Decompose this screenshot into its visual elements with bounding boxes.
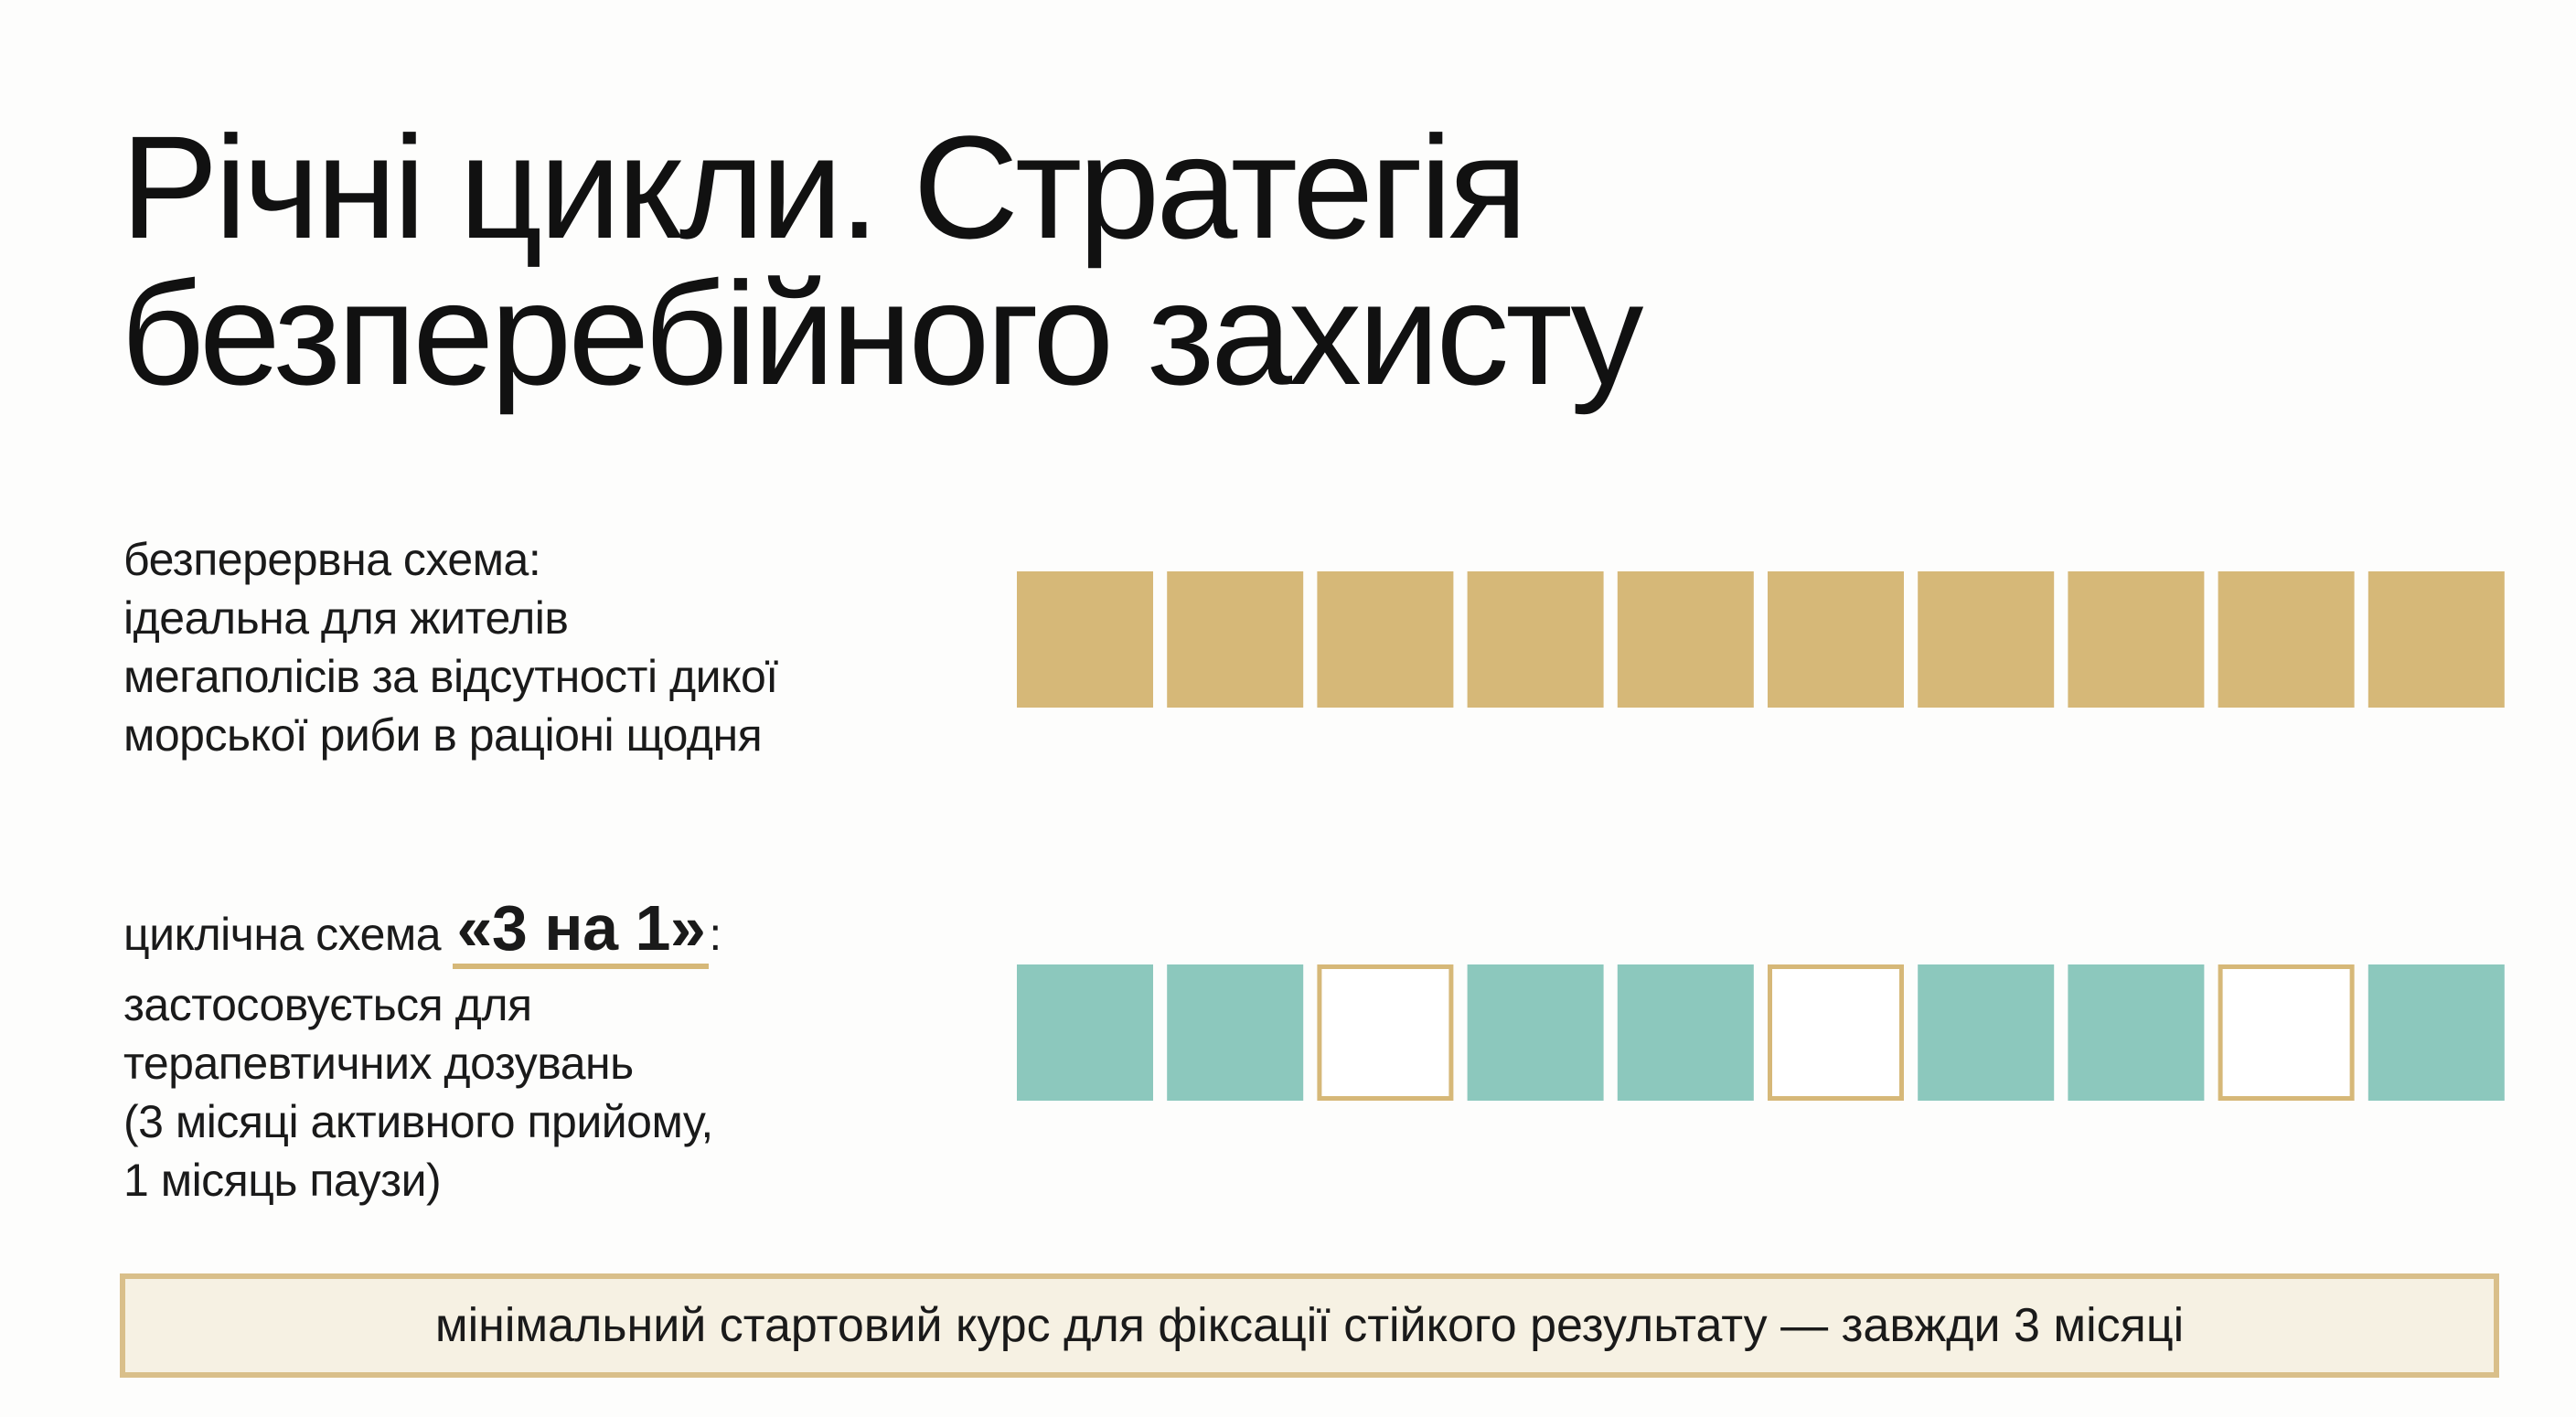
month-cell xyxy=(1017,964,1153,1101)
month-cell xyxy=(1167,571,1304,708)
scheme-label: безперервна схема: ідеальна для жителів … xyxy=(123,530,778,764)
label-line: застосовується для xyxy=(123,979,532,1030)
label-line: морської риби в раціоні щодня xyxy=(123,709,763,761)
label-line: (3 місяці активного прийому, xyxy=(123,1096,713,1147)
label-line: терапевтичних дозувань xyxy=(123,1038,634,1089)
footer-note: мінімальний стартовий курс для фіксації … xyxy=(120,1273,2499,1378)
month-cell xyxy=(2218,571,2355,708)
month-cell xyxy=(2368,964,2505,1101)
label-heading: циклічна схема «3 на 1»: xyxy=(123,887,721,975)
label-suffix: : xyxy=(709,909,721,960)
label-highlight: «3 на 1» xyxy=(453,892,710,969)
month-cell xyxy=(1617,964,1754,1101)
month-cell xyxy=(1617,571,1754,708)
pause-cell xyxy=(2218,964,2355,1101)
month-cell xyxy=(1467,571,1604,708)
title-line: Річні цикли. Стратегія xyxy=(121,105,1528,269)
label-line: мегаполісів за відсутності дикої xyxy=(123,651,778,702)
pause-cell xyxy=(1317,964,1454,1101)
month-cell xyxy=(1017,571,1153,708)
pause-cell xyxy=(1768,964,1904,1101)
scheme-label: циклічна схема «3 на 1»: застосовується … xyxy=(123,887,721,1209)
month-cell xyxy=(1317,571,1454,708)
month-cell xyxy=(1467,964,1604,1101)
month-cell xyxy=(2068,571,2205,708)
title-line: безперебійного захисту xyxy=(121,251,1643,415)
month-cell xyxy=(1167,964,1304,1101)
label-prefix: циклічна схема xyxy=(123,909,442,960)
month-cell xyxy=(2368,571,2505,708)
month-cell xyxy=(1918,964,2055,1101)
label-line: ідеальна для жителів xyxy=(123,592,569,644)
label-line: безперервна схема: xyxy=(123,534,541,585)
month-cell xyxy=(2068,964,2205,1101)
month-cell xyxy=(1768,571,1904,708)
month-cell xyxy=(1918,571,2055,708)
label-line: 1 місяць паузи) xyxy=(123,1155,442,1206)
